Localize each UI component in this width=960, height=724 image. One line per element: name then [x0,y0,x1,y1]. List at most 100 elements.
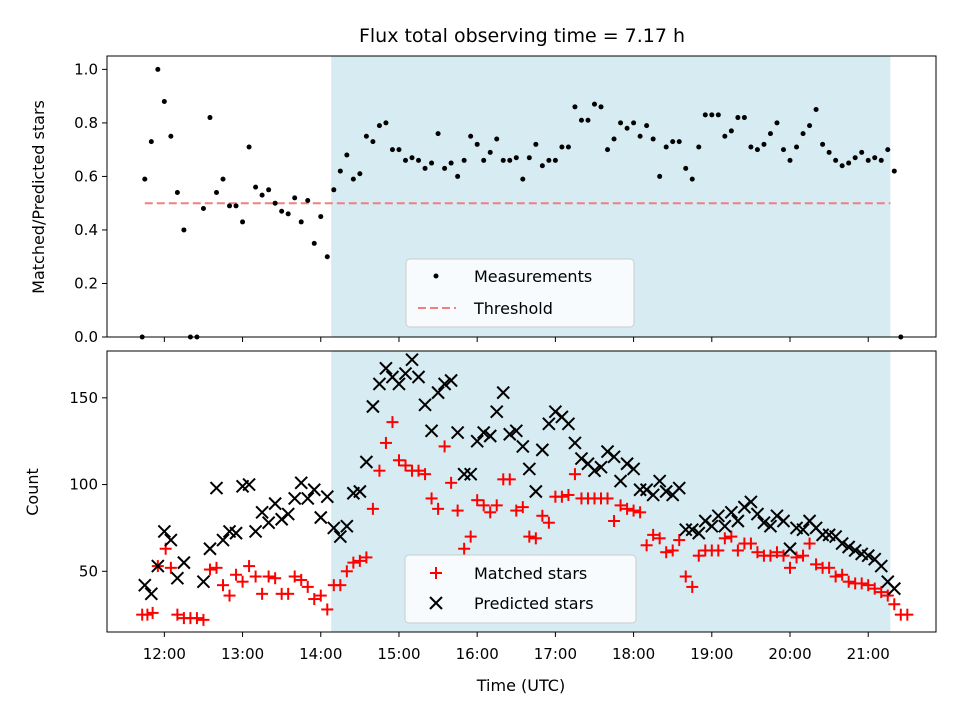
matched-star-point-20 [262,570,275,583]
matched-star-point-76 [627,504,640,517]
measurement-point-15 [233,203,239,209]
predicted-star-point-70 [607,450,621,464]
measurement-point-73 [611,136,617,142]
measurement-point-94 [748,144,754,150]
matched-star-point-83 [673,534,686,547]
measurement-point-32 [344,152,350,158]
matched-star-point-37 [373,464,386,477]
measurement-point-63 [546,157,552,163]
measurement-point-87 [702,112,708,118]
matched-star-point-73 [608,514,621,527]
ratio-panel: Flux total observing time = 7.17 h 0.00.… [29,25,937,346]
matched-star-point-112 [862,579,875,592]
matched-star-point-46 [432,502,445,515]
matched-star-point-47 [438,440,451,453]
matched-star-point-26 [301,580,314,593]
ratio-legend: Measurements Threshold [405,258,635,328]
measurement-point-77 [637,133,643,139]
x-tick-label-5: 17:00 [534,645,577,663]
matched-star-point-60 [523,530,536,543]
predicted-star-point-5 [170,571,185,585]
measurement-point-19 [259,192,265,198]
measurement-point-66 [565,144,571,150]
legend-matched-marker [430,567,442,579]
predicted-star-point-8 [203,542,217,556]
matched-star-point-61 [529,532,542,545]
matched-star-point-10 [197,613,210,626]
predicted-star-point-1 [144,587,159,601]
matched-star-point-45 [425,492,438,505]
matched-star-point-94 [744,537,757,550]
measurement-point-25 [298,219,304,225]
predicted-star-point-105 [835,536,849,551]
matched-star-point-59 [516,501,529,514]
matched-star-point-106 [823,561,836,574]
predicted-star-point-96 [776,514,791,528]
measurement-point-20 [266,187,272,193]
measurement-point-43 [416,157,422,163]
measurement-point-113 [872,155,878,161]
predicted-star-point-113 [887,581,901,596]
predicted-star-point-87 [718,519,732,533]
predicted-star-point-74 [633,483,647,497]
predicted-star-point-60 [542,417,556,431]
matched-star-point-79 [647,528,660,541]
matched-star-point-21 [269,572,282,585]
measurement-point-96 [761,141,767,147]
count-x-ticks: 12:00 13:00 14:00 15:00 16:00 17:00 18:00 19:00… [143,632,890,663]
predicted-star-point-41 [418,398,432,412]
matched-star-point-91 [725,530,738,543]
x-tick-label-4: 16:00 [456,645,499,663]
measurement-point-6 [174,189,180,195]
matched-star-point-114 [875,586,888,599]
measurement-point-53 [481,157,487,163]
measurement-point-91 [728,128,734,134]
x-tick-label-0: 12:00 [143,645,186,663]
measurement-point-75 [624,125,630,131]
measurement-point-36 [370,139,376,145]
predicted-star-point-37 [392,377,406,391]
measurement-point-11 [207,115,213,121]
measurement-point-72 [605,147,611,153]
measurement-point-74 [618,120,624,126]
predicted-star-point-22 [294,476,308,490]
measurement-point-33 [350,176,356,182]
matched-star-point-81 [660,546,673,559]
matched-star-point-74 [614,499,627,512]
x-tick-label-9: 21:00 [847,645,890,663]
legend-matched-label: Matched stars [474,564,587,583]
measurement-point-29 [324,254,330,260]
predicted-star-point-0 [138,578,152,592]
measurement-point-64 [552,157,558,163]
predicted-star-point-52 [490,405,504,419]
matched-star-point-36 [366,502,379,515]
measurement-point-39 [389,147,395,153]
measurement-point-7 [181,227,187,233]
measurement-point-52 [474,141,480,147]
measurement-point-58 [513,155,519,161]
matched-star-point-84 [679,570,692,583]
predicted-star-point-51 [483,429,497,443]
matched-star-point-31 [334,579,347,592]
predicted-star-point-23 [301,491,315,506]
measurement-point-89 [715,112,721,118]
predicted-star-point-85 [705,519,719,533]
measurement-point-79 [650,136,656,142]
matched-star-point-54 [484,506,497,519]
measurement-point-112 [865,157,871,163]
measurement-point-48 [448,160,454,166]
measurement-point-102 [800,131,806,137]
ratio-x-ticks [163,337,869,342]
ratio-y-tick-label-3: 0.6 [74,167,98,185]
measurement-point-22 [279,208,285,214]
predicted-star-point-32 [359,455,374,469]
x-tick-label-2: 14:00 [299,645,342,663]
measurement-point-88 [709,112,715,118]
matched-star-point-11 [203,563,216,576]
matched-star-point-18 [249,570,262,583]
matched-star-point-41 [399,459,412,472]
ratio-y-tick-label-2: 0.4 [74,221,98,239]
count-y-tick-label-1: 100 [69,476,98,494]
measurement-point-110 [852,155,858,161]
predicted-star-point-57 [522,462,537,476]
